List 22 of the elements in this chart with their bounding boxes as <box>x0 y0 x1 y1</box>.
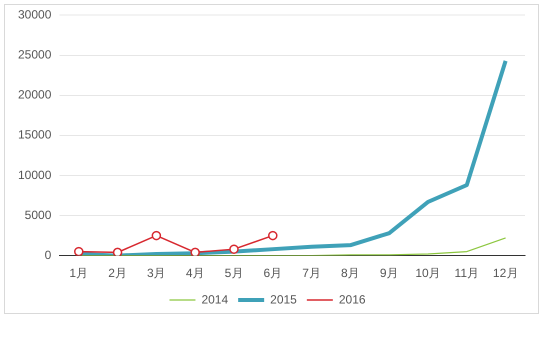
y-tick-label: 5000 <box>24 208 52 222</box>
x-tick-label: 4月 <box>186 266 205 280</box>
y-tick-label: 20000 <box>18 88 52 102</box>
y-tick-label: 15000 <box>18 128 52 142</box>
x-tick-label: 1月 <box>69 266 88 280</box>
legend-label: 2014 <box>201 292 228 306</box>
x-tick-label: 7月 <box>302 266 321 280</box>
y-tick-label: 10000 <box>18 168 52 182</box>
x-tick-label: 8月 <box>341 266 360 280</box>
y-tick-label: 0 <box>44 248 52 262</box>
x-tick-label: 11月 <box>454 266 480 280</box>
x-tick-label: 2月 <box>108 266 127 280</box>
x-tick-label: 5月 <box>224 266 244 280</box>
legend-label: 2016 <box>338 292 366 306</box>
x-tick-label: 3月 <box>147 266 166 280</box>
x-tick-label: 12月 <box>492 266 518 280</box>
x-tick-label: 9月 <box>380 266 399 280</box>
legend-label: 2015 <box>270 292 298 306</box>
y-tick-label: 30000 <box>18 8 52 22</box>
x-tick-label: 10月 <box>415 266 441 280</box>
x-tick-label: 6月 <box>263 266 282 280</box>
y-tick-label: 25000 <box>18 48 52 62</box>
